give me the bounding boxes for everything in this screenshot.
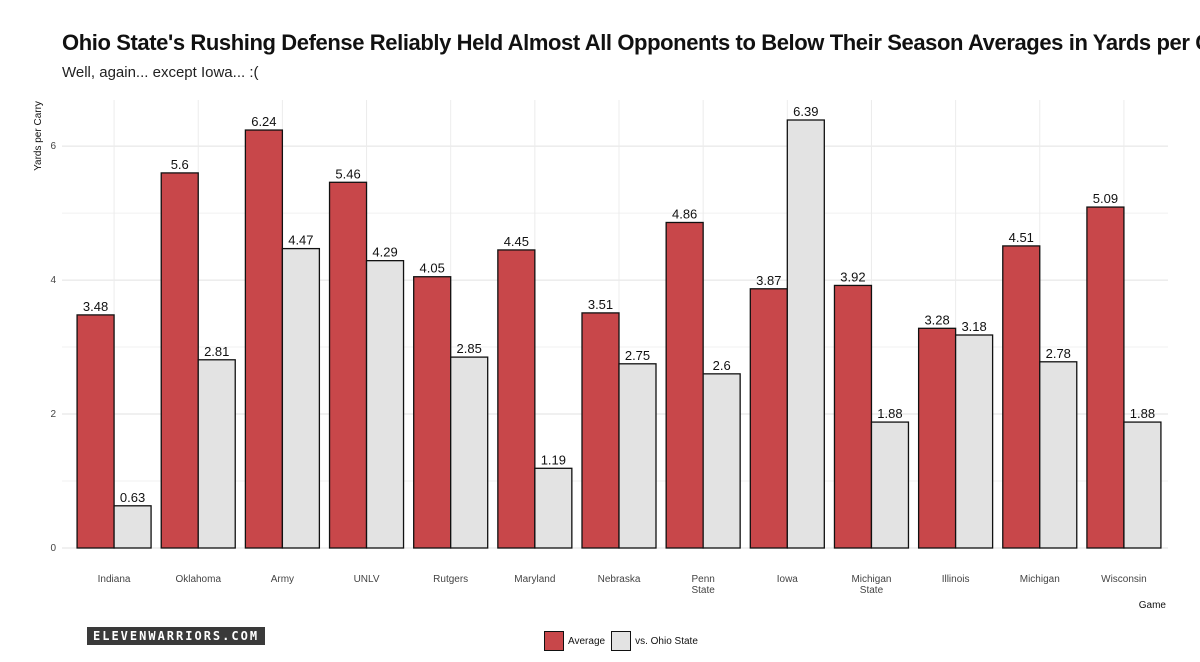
y-tick-label: 0	[50, 543, 56, 554]
x-tick-label: Nebraska	[598, 574, 641, 585]
x-tick-label: Penn	[691, 574, 714, 585]
x-tick-label: State	[691, 585, 715, 596]
x-tick-label: Illinois	[942, 574, 970, 585]
chart-title: Ohio State's Rushing Defense Reliably He…	[62, 30, 1200, 55]
bar-vs-ohio-state	[197, 359, 236, 549]
x-tick-label: Michigan	[851, 574, 891, 585]
x-tick-label: State	[860, 585, 884, 596]
bar-average	[413, 276, 452, 549]
x-tick-label: Indiana	[98, 574, 131, 585]
bar-vs-ohio-state	[954, 334, 994, 549]
bar-average	[76, 314, 115, 549]
data-label: 4.05	[420, 261, 445, 276]
data-label: 4.29	[372, 245, 397, 260]
data-label: 4.86	[672, 206, 697, 221]
legend-item-average: Average	[544, 631, 605, 651]
bar-vs-ohio-state	[534, 467, 573, 549]
x-tick-label: Iowa	[777, 574, 799, 585]
legend-swatch-vs-ohio-state	[611, 631, 632, 651]
x-tick-label: Oklahoma	[175, 574, 221, 585]
bar-vs-ohio-state	[786, 119, 825, 549]
x-tick-label: Michigan	[1020, 574, 1060, 585]
data-label: 4.51	[1009, 230, 1034, 245]
legend-label-average: Average	[568, 635, 606, 647]
bar-average	[244, 129, 284, 549]
data-label: 1.88	[877, 406, 902, 421]
x-tick-label: UNLV	[354, 574, 380, 585]
bar-vs-ohio-state	[113, 505, 152, 549]
legend-label-vs-ohio-state: vs. Ohio State	[635, 635, 698, 647]
bar-vs-ohio-state	[1039, 361, 1078, 549]
data-label: 6.24	[251, 114, 276, 129]
data-label: 2.6	[713, 358, 731, 373]
bar-vs-ohio-state	[618, 363, 657, 549]
data-label: 2.75	[625, 348, 650, 363]
x-tick-label: Maryland	[514, 574, 555, 585]
bar-vs-ohio-state	[1123, 421, 1162, 549]
data-label: 6.39	[793, 104, 818, 119]
x-tick-label: Wisconsin	[1101, 574, 1147, 585]
legend-swatch-average	[544, 631, 564, 651]
data-label: 2.78	[1046, 346, 1071, 361]
bar-average	[497, 249, 536, 549]
x-tick-label: Army	[271, 574, 294, 585]
x-tick-label: Rutgers	[433, 574, 468, 585]
x-axis-title: Game	[1139, 600, 1167, 611]
data-label: 2.81	[204, 344, 229, 359]
legend-item-vs-ohio-state: vs. Ohio State	[611, 631, 698, 651]
data-label: 0.63	[120, 490, 145, 505]
bar-vs-ohio-state	[450, 356, 489, 549]
data-label: 1.19	[541, 452, 566, 467]
chart-subtitle: Well, again... except Iowa... :(	[62, 64, 259, 81]
bar-vs-ohio-state	[365, 260, 405, 549]
data-label: 4.45	[504, 234, 529, 249]
bar-vs-ohio-state	[870, 421, 910, 549]
bar-average	[1086, 206, 1125, 549]
bar-average	[833, 284, 873, 549]
y-tick-label: 4	[50, 275, 56, 286]
y-axis-title: Yards per Carry	[33, 101, 44, 171]
bar-average	[581, 312, 620, 549]
data-label: 5.6	[171, 157, 189, 172]
bar-average	[749, 288, 788, 549]
data-label: 3.28	[924, 312, 949, 327]
bar-average	[328, 181, 368, 549]
data-label: 3.18	[961, 319, 986, 334]
data-label: 3.92	[840, 269, 865, 284]
data-label: 1.88	[1130, 406, 1155, 421]
data-label: 3.48	[83, 299, 108, 314]
brand-logo: ELEVENWARRIORS.COM	[87, 627, 266, 645]
bar-average	[1002, 245, 1041, 549]
y-tick-label: 6	[50, 141, 56, 152]
bar-vs-ohio-state	[281, 247, 321, 549]
data-label: 4.47	[288, 233, 313, 248]
data-label: 3.87	[756, 273, 781, 288]
data-label: 3.51	[588, 297, 613, 312]
bar-average	[917, 327, 957, 549]
y-tick-label: 2	[50, 409, 56, 420]
data-label: 2.85	[457, 341, 482, 356]
legend: Average vs. Ohio State	[544, 631, 704, 651]
bar-average	[160, 172, 199, 549]
data-label: 5.46	[335, 166, 360, 181]
data-label: 5.09	[1093, 191, 1118, 206]
bar-average	[665, 221, 704, 549]
bar-vs-ohio-state	[702, 373, 741, 549]
